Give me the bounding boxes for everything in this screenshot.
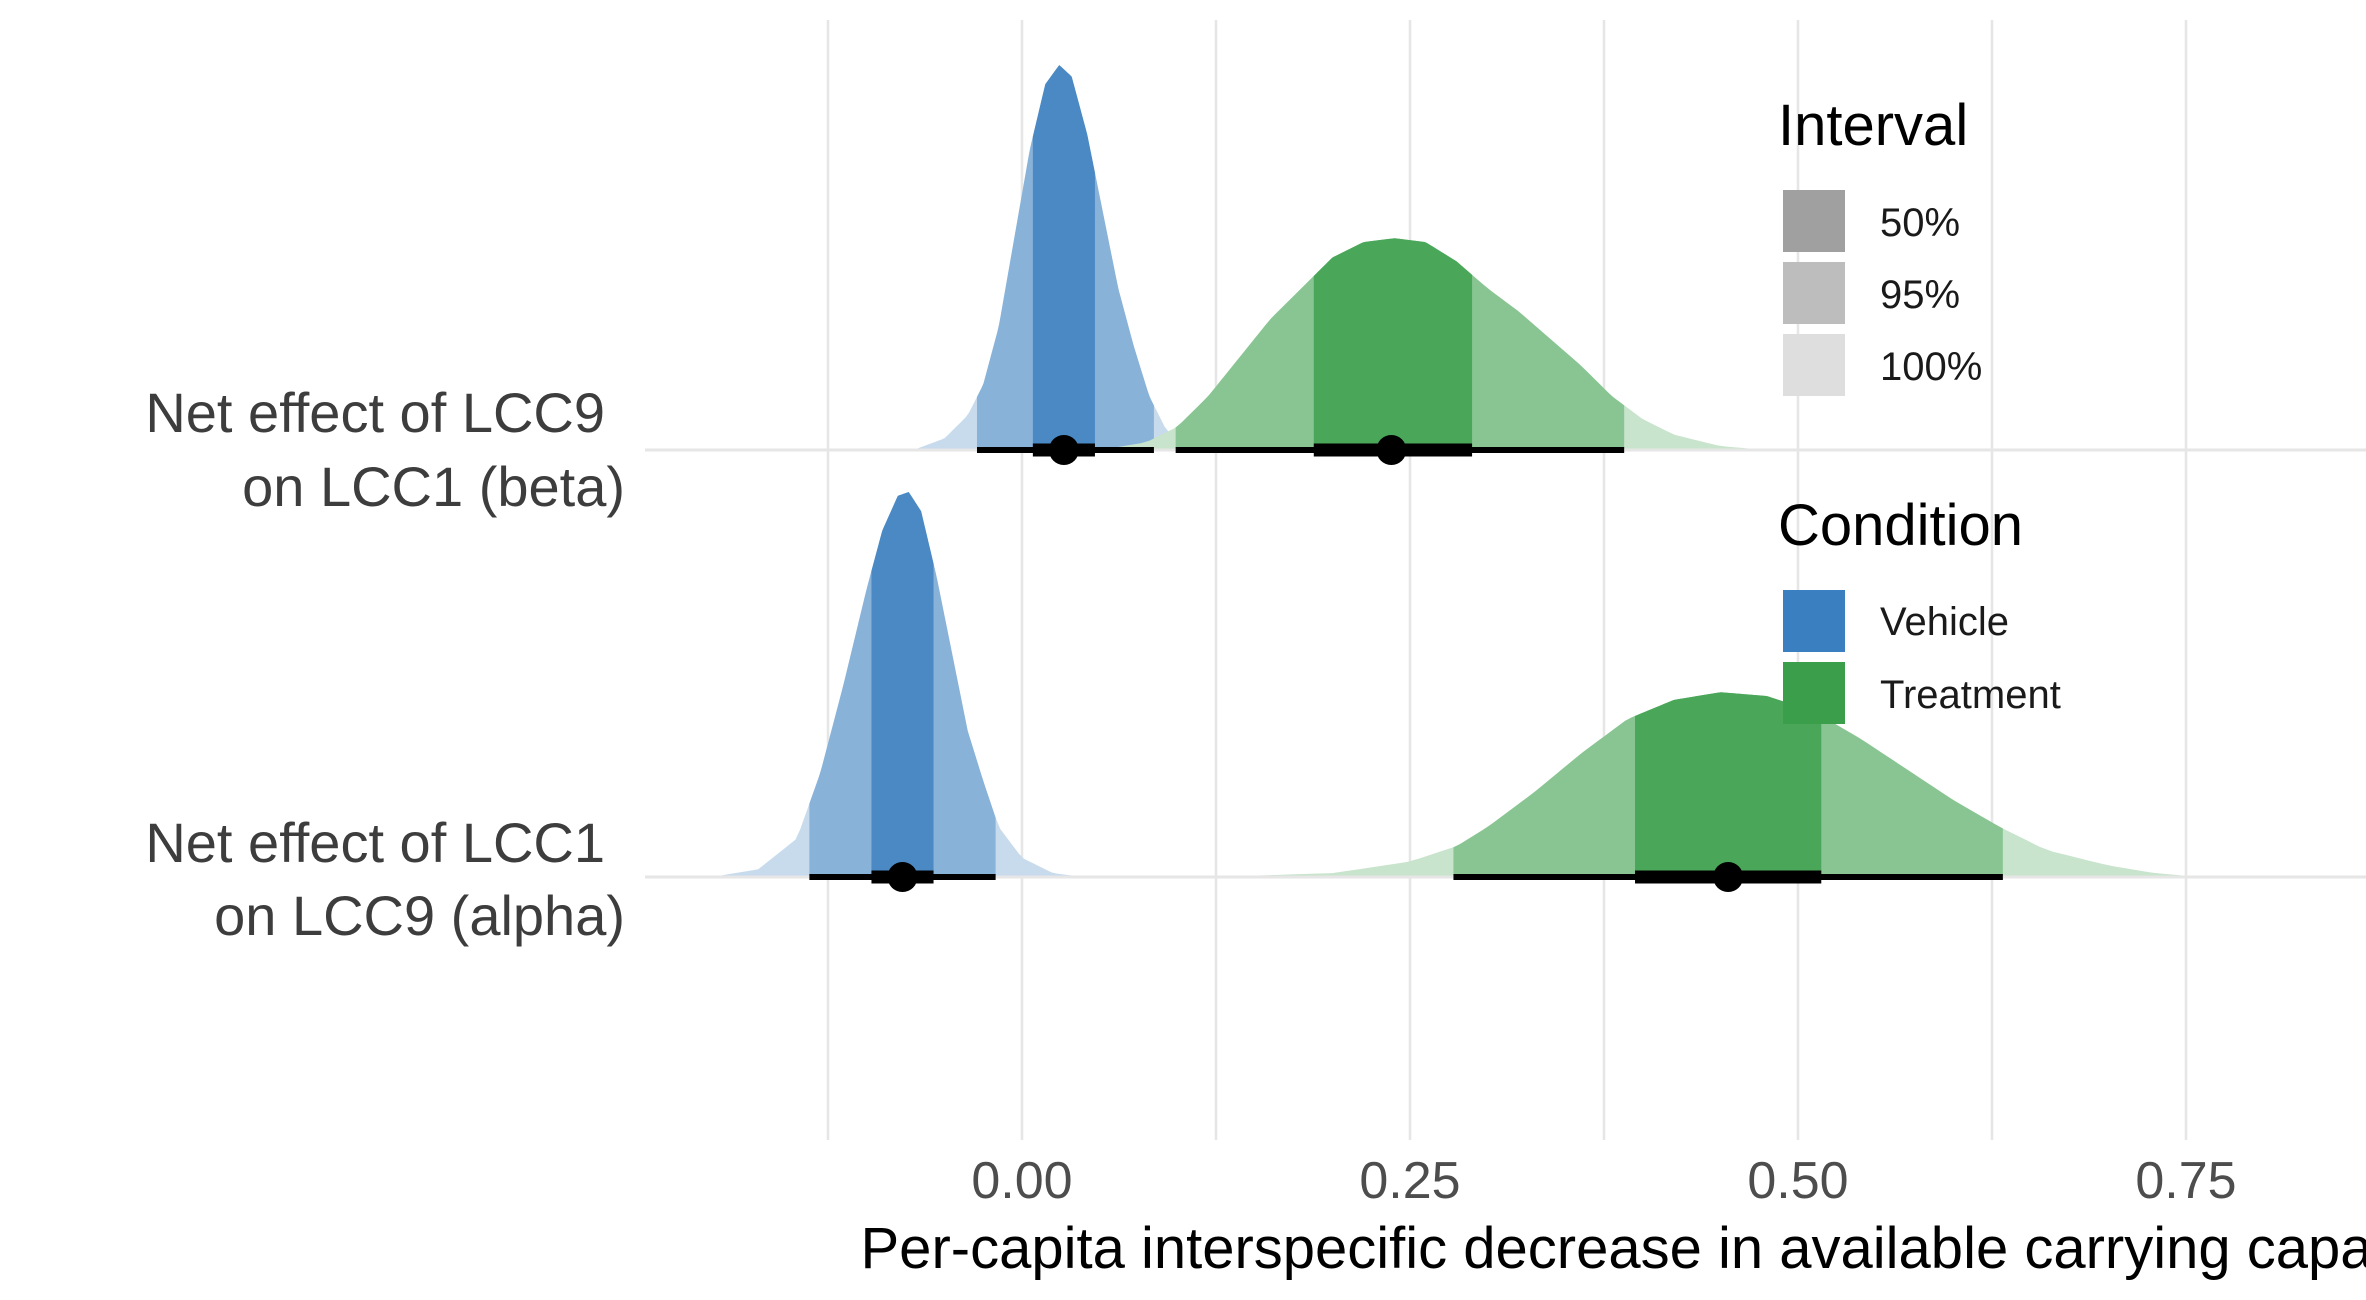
x-tick-labels: 0.00 0.25 0.50 0.75 — [971, 1152, 2236, 1210]
legend-label-treatment: Treatment — [1880, 673, 2061, 717]
legend-condition-title: Condition — [1778, 493, 2023, 558]
density-band-50-1 — [1313, 238, 1473, 450]
median-point-3 — [1713, 862, 1744, 892]
legend-swatch-vehicle — [1783, 590, 1845, 652]
density-treatment-row0 — [1099, 238, 1767, 450]
x-tick-label-2: 0.50 — [1747, 1152, 1848, 1210]
legend-label-vehicle: Vehicle — [1880, 600, 2009, 644]
row-label-beta-line1: Net effect of LCC9 — [145, 381, 605, 444]
legend-label-100: 100% — [1880, 345, 1982, 389]
density-vehicle-row1 — [711, 492, 1085, 877]
x-tick-label-3: 0.75 — [2135, 1152, 2236, 1210]
x-axis-label: Per-capita interspecific decrease in ava… — [861, 1216, 2366, 1281]
density-band-50-3 — [1635, 692, 1822, 877]
density-band-50-2 — [871, 492, 934, 877]
density-layer — [711, 65, 2202, 877]
median-point-0 — [1048, 435, 1079, 465]
legend-label-50: 50% — [1880, 201, 1960, 245]
legend-label-95: 95% — [1880, 273, 1960, 317]
density-treatment-row1 — [1208, 692, 2202, 877]
legend: Interval 50% 95% 100% Condition Vehicle … — [1778, 93, 2061, 724]
median-point-2 — [887, 862, 918, 892]
legend-interval-title: Interval — [1778, 93, 1968, 158]
row-label-beta-line2: on LCC1 (beta) — [242, 455, 625, 518]
median-point-1 — [1376, 435, 1407, 465]
x-tick-label-1: 0.25 — [1359, 1152, 1460, 1210]
x-tick-label-0: 0.00 — [971, 1152, 1072, 1210]
legend-swatch-100 — [1783, 334, 1845, 396]
interval-layer — [809, 435, 2003, 892]
legend-swatch-95 — [1783, 262, 1845, 324]
row-label-alpha-line2: on LCC9 (alpha) — [214, 884, 625, 947]
density-band-50-0 — [1032, 65, 1095, 450]
legend-swatch-treatment — [1783, 662, 1845, 724]
row-label-alpha-line1: Net effect of LCC1 — [145, 811, 605, 874]
density-vehicle-row0 — [913, 65, 1193, 450]
legend-swatch-50 — [1783, 190, 1845, 252]
